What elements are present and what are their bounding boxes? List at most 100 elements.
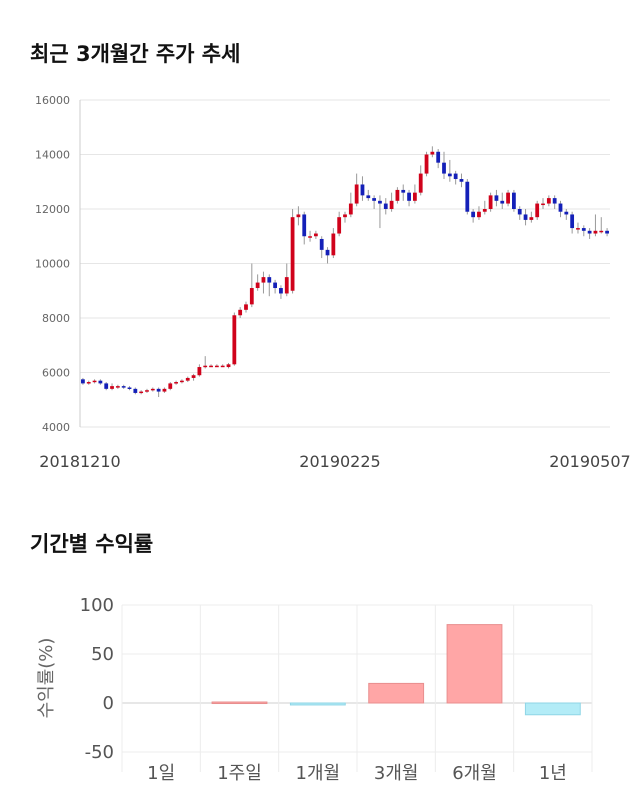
candle-body <box>104 383 109 389</box>
candle-body <box>308 236 312 238</box>
candle-body <box>81 379 85 384</box>
candle-body <box>267 277 272 283</box>
candle-body <box>226 364 231 368</box>
candle-body <box>488 195 493 209</box>
candle-body <box>238 309 243 316</box>
candle-body <box>180 380 184 383</box>
candle-body <box>447 173 452 177</box>
x-tick-label: 20181210 <box>39 452 120 470</box>
candle-body <box>139 391 144 394</box>
candlestick-chart: 16000 14000 12000 10000 8000 6000 4000 2018121… <box>35 94 631 470</box>
candle-body <box>185 377 190 381</box>
stock-trend-title: 최근 3개월간 주가 추세 <box>30 42 241 66</box>
candle-body <box>366 195 371 199</box>
x-tick-label: 3개월 <box>374 763 419 784</box>
candle-body <box>249 288 254 305</box>
y-tick-label: 100 <box>80 595 114 616</box>
candle-body <box>459 179 464 182</box>
candle-body <box>343 214 347 218</box>
candle-body <box>296 214 301 218</box>
candle-body <box>465 181 470 212</box>
candle-body <box>110 386 114 389</box>
candle-body <box>115 386 120 388</box>
candle-body <box>587 230 592 234</box>
return-bar <box>446 624 503 704</box>
return-bar <box>368 682 425 704</box>
y-tick-label: 4000 <box>42 421 70 434</box>
candle-body <box>558 203 563 212</box>
candle-body <box>220 365 225 368</box>
return-bar <box>289 702 346 706</box>
return-bar <box>524 702 581 716</box>
candle-body <box>430 151 435 155</box>
candle-body <box>319 238 324 250</box>
candle-body <box>127 387 132 389</box>
candle-body <box>418 173 423 193</box>
candle-body <box>261 277 266 283</box>
return-bar <box>211 701 268 705</box>
y-tick-label: 8000 <box>42 312 70 325</box>
candle-body <box>348 203 353 215</box>
candle-body <box>482 209 487 212</box>
candle-body <box>378 200 382 204</box>
candle-body <box>372 198 377 201</box>
candle-body <box>541 203 545 206</box>
candle-body <box>546 198 551 204</box>
candle-body <box>477 211 481 218</box>
candle-body <box>552 198 557 204</box>
candle-body <box>517 209 522 215</box>
x-tick-label: 20190507 <box>549 452 630 470</box>
candle-body <box>593 230 598 234</box>
candle-body <box>599 230 604 233</box>
x-tick-label: 6개월 <box>452 763 497 784</box>
x-tick-label: 1주일 <box>217 763 262 784</box>
candle-body <box>191 375 196 378</box>
candle-body <box>197 367 202 376</box>
y-axis-label: 수익률(%) <box>36 638 57 719</box>
period-return-bar-chart: 100 50 0 -50 1일 1주일 1개월 3개월 6개월 1년 수익률(%) <box>36 595 593 784</box>
candle-body <box>133 388 138 393</box>
candle-body <box>331 233 336 256</box>
candle-body <box>244 304 248 310</box>
candle-body <box>214 365 219 368</box>
candle-body <box>535 203 540 218</box>
candle-body <box>412 192 417 201</box>
candle-body <box>121 386 126 388</box>
candle-body <box>605 230 609 234</box>
y-tick-label: 10000 <box>35 258 70 271</box>
candle-body <box>86 382 91 384</box>
candle-body <box>174 382 178 384</box>
candle-body <box>523 214 528 220</box>
candle-body <box>395 189 400 201</box>
candle-body <box>98 380 103 384</box>
candle-body <box>168 383 173 389</box>
period-return-title: 기간별 수익률 <box>30 532 154 556</box>
candle-body <box>92 380 97 383</box>
y-tick-label: 0 <box>103 693 114 714</box>
candle-body <box>145 390 149 392</box>
candle-body <box>471 211 476 218</box>
candle-body <box>564 211 569 215</box>
y-tick-label: 50 <box>91 644 114 665</box>
x-tick-label: 1년 <box>539 763 567 784</box>
candle-body <box>529 217 534 220</box>
x-tick-label: 1개월 <box>296 763 341 784</box>
candle-body <box>156 388 161 392</box>
candle-body <box>500 200 505 204</box>
candle-body <box>576 228 580 230</box>
candle-body <box>284 277 289 294</box>
candle-body <box>512 192 516 209</box>
candle-body <box>325 249 330 256</box>
y-tick-label: -50 <box>85 742 114 763</box>
candle-body <box>255 282 260 289</box>
x-tick-label: 20190225 <box>299 452 380 470</box>
candle-body <box>581 228 586 231</box>
candle-body <box>424 154 429 174</box>
candle-body <box>209 365 213 368</box>
candle-body <box>389 200 394 209</box>
y-tick-label: 14000 <box>35 149 70 162</box>
y-tick-label: 16000 <box>35 94 70 107</box>
candle-body <box>354 184 359 204</box>
y-tick-label: 12000 <box>35 203 70 216</box>
candle-body <box>313 233 318 237</box>
